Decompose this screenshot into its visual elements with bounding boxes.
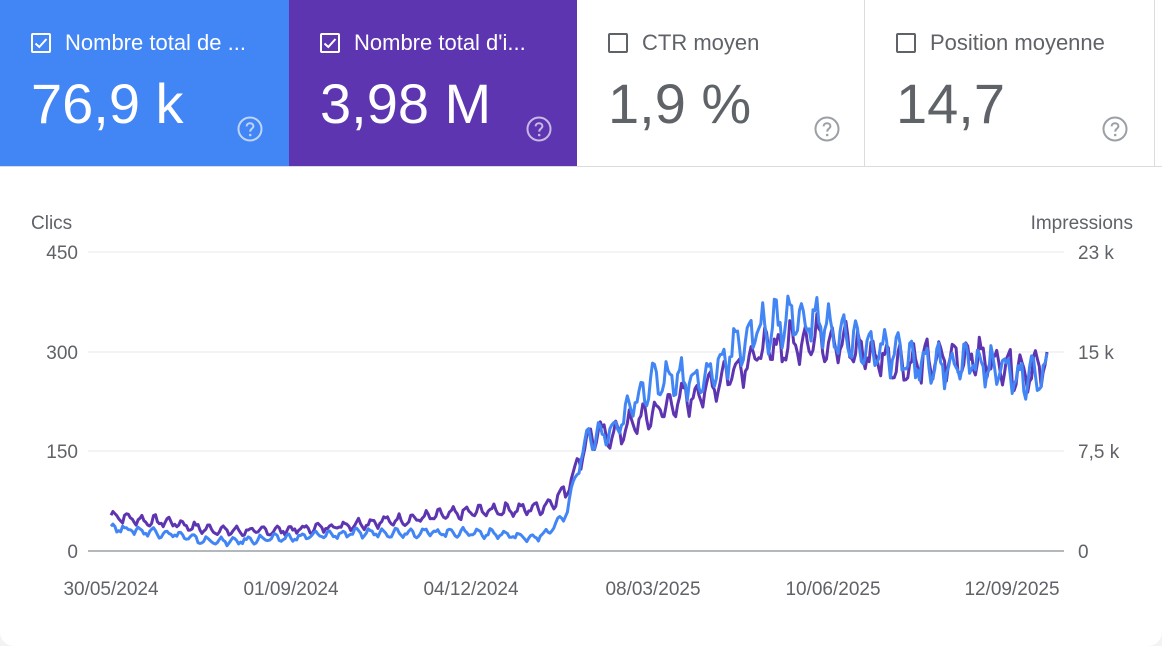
- series-layer: [109, 294, 1049, 548]
- metric-label-row: Position moyenne: [896, 30, 1105, 56]
- y-right-tick-label: 15 k: [1078, 343, 1114, 364]
- metric-value-position: 14,7: [896, 72, 1005, 135]
- metric-card-position[interactable]: Position moyenne 14,7: [865, 0, 1155, 167]
- series-line-impressions: [109, 312, 1049, 537]
- series-line-clicks: [109, 294, 1049, 548]
- y-right-tick-label: 7,5 k: [1078, 442, 1120, 463]
- metric-value-clicks: 76,9 k: [31, 72, 184, 135]
- x-tick-label: 01/09/2024: [243, 579, 339, 600]
- x-tick-label: 30/05/2024: [63, 579, 159, 600]
- y-axis-left-label: Clics: [31, 213, 72, 234]
- x-tick-label: 12/09/2025: [964, 579, 1059, 600]
- checkbox-unchecked-icon[interactable]: [896, 33, 916, 53]
- x-tick-label: 08/03/2025: [605, 579, 700, 600]
- metric-label-clicks: Nombre total de ...: [65, 30, 246, 55]
- metric-label-row: Nombre total d'i...: [320, 30, 526, 56]
- metric-value-impressions: 3,98 M: [320, 72, 492, 135]
- checkbox-unchecked-icon[interactable]: [608, 33, 628, 53]
- metric-label-impressions: Nombre total d'i...: [354, 30, 526, 55]
- checkbox-checked-icon[interactable]: [31, 33, 51, 53]
- y-left-tick-label: 300: [46, 343, 78, 364]
- metric-value-ctr: 1,9 %: [608, 72, 752, 135]
- y-right-tick-label: 23 k: [1078, 243, 1114, 264]
- metric-label-row: CTR moyen: [608, 30, 759, 56]
- cards-divider: [0, 166, 1162, 167]
- y-left-tick-label: 450: [46, 243, 78, 264]
- performance-chart: Clics Impressions 0 150 300 450 0 7,5 k …: [31, 213, 1133, 600]
- y-axis-right-label: Impressions: [1031, 213, 1133, 234]
- help-icon[interactable]: [814, 116, 840, 142]
- y-left-tick-label: 0: [67, 542, 78, 563]
- y-left-tick-label: 150: [46, 442, 78, 463]
- x-tick-label: 04/12/2024: [423, 579, 519, 600]
- y-right-tick-label: 0: [1078, 542, 1089, 563]
- metric-label-row: Nombre total de ...: [31, 30, 246, 56]
- metric-label-ctr: CTR moyen: [642, 30, 760, 55]
- help-icon[interactable]: [526, 116, 552, 142]
- help-icon[interactable]: [237, 116, 263, 142]
- metric-card-clicks[interactable]: Nombre total de ... 76,9 k: [0, 0, 289, 167]
- checkbox-checked-icon[interactable]: [320, 33, 340, 53]
- help-icon[interactable]: [1102, 116, 1128, 142]
- x-tick-label: 10/06/2025: [785, 579, 880, 600]
- metric-card-ctr[interactable]: CTR moyen 1,9 %: [577, 0, 865, 167]
- metric-label-position: Position moyenne: [930, 30, 1105, 55]
- metric-card-impressions[interactable]: Nombre total d'i... 3,98 M: [289, 0, 577, 167]
